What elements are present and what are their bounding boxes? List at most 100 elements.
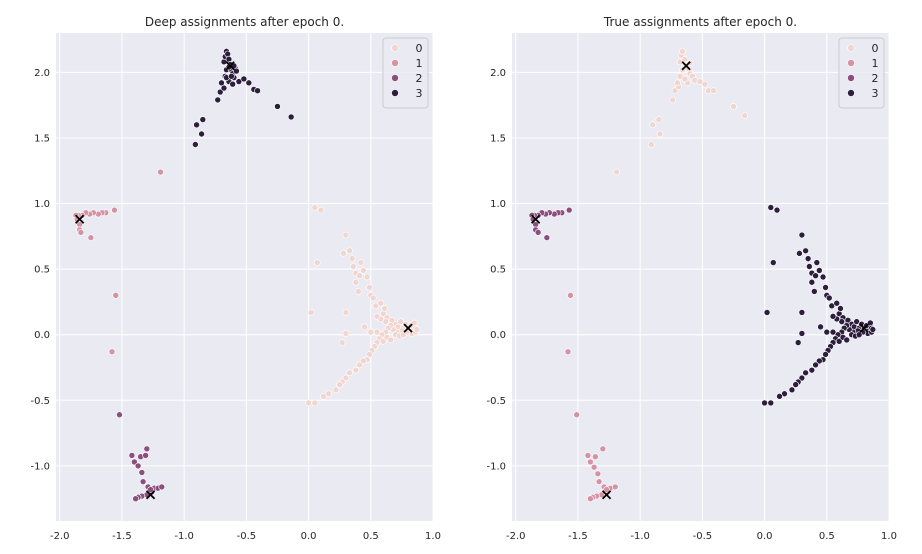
point-cluster-3 — [825, 294, 833, 302]
point-cluster-0 — [332, 386, 340, 394]
point-cluster-1 — [564, 348, 572, 356]
centroid-x-marker — [601, 490, 612, 500]
legend-marker — [847, 89, 855, 97]
point-cluster-0 — [381, 305, 388, 312]
point-cluster-0 — [681, 75, 689, 83]
point-cluster-3 — [763, 309, 771, 316]
legend-marker — [391, 59, 399, 67]
legend-marker — [391, 74, 399, 82]
point-cluster-3 — [823, 328, 831, 336]
point-cluster-3 — [822, 284, 829, 291]
point-cluster-1 — [590, 463, 598, 471]
point-cluster-3 — [761, 399, 768, 407]
centroid-x-marker — [225, 61, 235, 71]
centroid-x-marker — [403, 323, 413, 333]
x-tick-label: 0.0 — [757, 531, 773, 542]
grid — [512, 33, 890, 521]
point-cluster-0 — [360, 357, 367, 365]
point-cluster-3 — [287, 113, 295, 121]
legend-label: 3 — [872, 87, 879, 100]
point-cluster-1 — [603, 486, 610, 493]
point-cluster-0 — [350, 263, 357, 270]
point-cluster-0 — [356, 361, 363, 369]
y-tick-label: 0.0 — [34, 330, 50, 341]
point-cluster-2 — [565, 206, 573, 214]
point-cluster-3 — [806, 263, 813, 270]
point-cluster-0 — [311, 399, 319, 407]
y-tick-label: 1.5 — [490, 133, 506, 144]
point-cluster-3 — [833, 299, 841, 307]
point-cluster-0 — [361, 323, 368, 331]
point-cluster-3 — [804, 255, 812, 262]
point-cluster-0 — [338, 339, 346, 346]
point-cluster-0 — [399, 331, 407, 339]
x-tick-label: -2.0 — [506, 531, 526, 542]
point-cluster-3 — [802, 369, 809, 377]
point-cluster-0 — [369, 294, 377, 302]
point-cluster-0 — [363, 273, 371, 281]
point-cluster-2 — [142, 452, 149, 459]
legend-label: 3 — [416, 87, 423, 100]
point-cluster-3 — [216, 88, 224, 96]
point-cluster-0 — [366, 284, 373, 291]
y-tick-label: -1.0 — [486, 461, 506, 472]
point-cluster-0 — [656, 130, 664, 138]
point-cluster-1 — [594, 470, 602, 478]
centroid-x-marker — [859, 323, 869, 333]
point-cluster-2 — [138, 469, 146, 476]
point-cluster-1 — [573, 411, 580, 419]
point-cluster-2 — [147, 486, 154, 493]
point-cluster-0 — [669, 96, 676, 104]
point-cluster-3 — [829, 328, 837, 336]
plot-background — [56, 33, 433, 521]
point-cluster-0 — [387, 336, 394, 344]
point-cluster-0 — [679, 48, 686, 55]
point-cluster-0 — [313, 259, 321, 266]
legend-label: 0 — [872, 42, 879, 55]
y-tick-label: 1.0 — [34, 199, 50, 210]
point-cluster-3 — [835, 337, 843, 345]
point-cluster-0 — [342, 309, 350, 316]
legend-label: 2 — [416, 72, 423, 85]
point-cluster-0 — [701, 80, 709, 88]
legend-marker — [847, 59, 855, 67]
legend-marker — [391, 44, 399, 52]
point-cluster-1 — [584, 452, 592, 459]
point-cluster-0 — [360, 267, 367, 274]
point-cluster-0 — [413, 326, 421, 333]
point-cluster-1 — [157, 168, 164, 176]
point-cluster-3 — [843, 336, 850, 344]
point-cluster-2 — [128, 452, 136, 459]
point-cluster-2 — [143, 445, 151, 453]
point-cluster-0 — [346, 369, 353, 377]
x-tick-label: -1.5 — [568, 531, 588, 542]
point-cluster-1 — [112, 292, 120, 299]
point-cluster-0 — [367, 328, 375, 336]
x-tick-label: 1.0 — [425, 531, 441, 542]
centroid-x-marker — [681, 61, 691, 71]
y-tick-label: 0.5 — [34, 265, 50, 276]
right-scatter-plot: -2.0 -1.5 -1.0 -0.5 0.0 0.5 1.0 -1.0 -0.5 0.0 0.5 1… — [486, 15, 896, 542]
point-cluster-3 — [822, 351, 829, 358]
point-cluster-0 — [336, 381, 343, 388]
point-cluster-0 — [346, 247, 353, 255]
y-tick-label: 0.0 — [490, 330, 506, 341]
point-cluster-3 — [802, 247, 809, 255]
point-cluster-3 — [808, 278, 816, 286]
centroid-x-marker — [531, 214, 541, 224]
point-cluster-0 — [710, 87, 717, 95]
point-cluster-0 — [311, 204, 319, 211]
point-cluster-3 — [798, 309, 806, 316]
centroid-x-marker — [145, 490, 156, 500]
axis-ticks: -2.0 -1.5 -1.0 -0.5 0.0 0.5 1.0 -1.0 -0.5 0.0 0.5 1… — [30, 68, 440, 542]
point-cluster-0 — [366, 351, 373, 358]
chart-title: True assignments after epoch 0. — [603, 15, 797, 29]
point-cluster-3 — [218, 79, 225, 87]
point-cluster-1 — [111, 206, 118, 214]
y-tick-label: -0.5 — [30, 396, 50, 407]
point-cluster-3 — [214, 96, 222, 104]
point-cluster-3 — [829, 313, 837, 320]
point-cluster-3 — [220, 84, 228, 92]
scatter-points — [528, 48, 877, 502]
point-cluster-0 — [342, 231, 350, 239]
